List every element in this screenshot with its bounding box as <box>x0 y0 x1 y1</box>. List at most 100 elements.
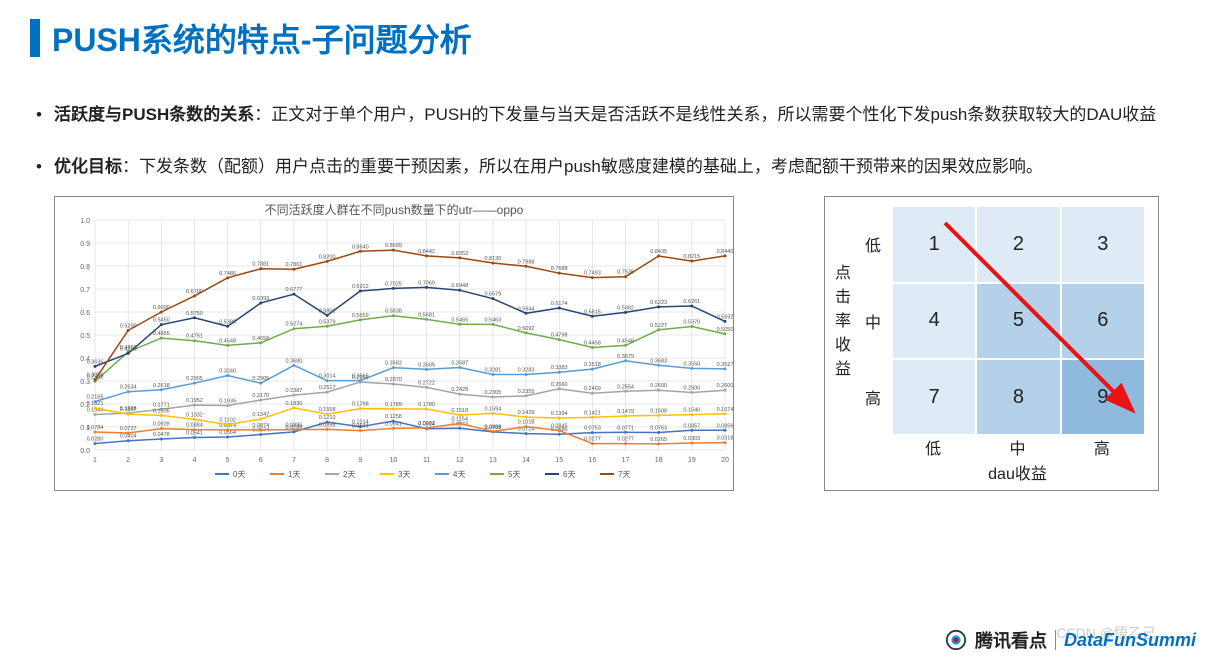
svg-text:0.5370: 0.5370 <box>683 320 700 326</box>
svg-text:0.8442: 0.8442 <box>418 249 435 255</box>
svg-text:0.3527: 0.3527 <box>717 362 734 368</box>
svg-text:0.7535: 0.7535 <box>617 270 634 276</box>
svg-text:0.9: 0.9 <box>80 241 90 248</box>
matrix-cell: 2 <box>977 207 1059 281</box>
svg-text:0.1540: 0.1540 <box>683 408 700 414</box>
svg-text:0.0962: 0.0962 <box>418 421 435 427</box>
matrix-row-label: 低 <box>855 207 891 281</box>
svg-text:0.0898: 0.0898 <box>319 423 336 429</box>
svg-text:0.0874: 0.0874 <box>252 423 269 429</box>
svg-text:0.1594: 0.1594 <box>484 407 501 413</box>
svg-text:0.3550: 0.3550 <box>683 362 700 368</box>
line-chart-svg: 0.00.10.20.30.40.50.60.70.80.91.01234567… <box>55 215 735 490</box>
svg-text:0.5681: 0.5681 <box>418 313 435 319</box>
svg-text:0.1780: 0.1780 <box>418 402 435 408</box>
svg-text:0.6261: 0.6261 <box>683 299 700 305</box>
matrix-grid: 低123中456高789 <box>855 207 1144 434</box>
svg-text:0.2387: 0.2387 <box>286 388 303 394</box>
svg-text:0.4798: 0.4798 <box>551 333 568 339</box>
svg-text:2: 2 <box>126 457 130 464</box>
svg-text:18: 18 <box>655 457 663 464</box>
svg-text:0.0884: 0.0884 <box>186 423 203 429</box>
svg-text:0.1518: 0.1518 <box>451 408 468 414</box>
svg-text:0.1258: 0.1258 <box>385 414 402 420</box>
svg-text:10: 10 <box>390 457 398 464</box>
svg-text:0.5463: 0.5463 <box>484 318 501 324</box>
svg-text:15: 15 <box>555 457 563 464</box>
svg-text:0.7069: 0.7069 <box>418 281 435 287</box>
svg-text:0.2600: 0.2600 <box>717 383 734 389</box>
svg-text:0.0737: 0.0737 <box>120 426 137 432</box>
svg-text:4天: 4天 <box>453 470 465 479</box>
svg-text:0.3015: 0.3015 <box>352 374 369 380</box>
svg-text:0.3240: 0.3240 <box>219 369 236 375</box>
svg-text:6: 6 <box>259 457 263 464</box>
svg-text:0.0: 0.0 <box>80 448 90 455</box>
svg-text:0.1421: 0.1421 <box>584 411 601 417</box>
svg-text:7天: 7天 <box>618 470 630 479</box>
svg-text:0.5200: 0.5200 <box>120 324 137 330</box>
svg-text:4: 4 <box>193 457 197 464</box>
svg-text:0.0857: 0.0857 <box>683 423 700 429</box>
svg-text:0.6777: 0.6777 <box>286 287 303 293</box>
svg-text:0.5050: 0.5050 <box>717 327 734 333</box>
matrix-cell: 7 <box>893 360 975 434</box>
matrix-cell: 8 <box>977 360 1059 434</box>
svg-text:0.3505: 0.3505 <box>418 363 435 369</box>
svg-text:0.3587: 0.3587 <box>451 361 468 367</box>
svg-text:3天: 3天 <box>398 470 410 479</box>
svg-text:0.7988: 0.7988 <box>518 259 535 265</box>
svg-text:0.4658: 0.4658 <box>252 336 269 342</box>
svg-text:0.1102: 0.1102 <box>219 418 235 424</box>
svg-text:0.8640: 0.8640 <box>352 244 369 250</box>
matrix-col-label: 高 <box>1060 434 1144 460</box>
svg-text:0.4548: 0.4548 <box>617 339 634 345</box>
svg-text:0.5379: 0.5379 <box>319 319 336 325</box>
matrix-row-label: 中 <box>855 284 891 358</box>
svg-text:0.8352: 0.8352 <box>451 251 468 257</box>
svg-text:0.3014: 0.3014 <box>319 374 336 380</box>
matrix-cell: 6 <box>1062 284 1144 358</box>
svg-text:0.1347: 0.1347 <box>252 412 269 418</box>
svg-text:0.6000: 0.6000 <box>153 305 170 311</box>
svg-text:0.2305: 0.2305 <box>484 390 501 396</box>
matrix-col-label: 中 <box>975 434 1059 460</box>
svg-text:0.2355: 0.2355 <box>518 389 535 395</box>
svg-text:0.1935: 0.1935 <box>219 399 236 405</box>
svg-text:0.2170: 0.2170 <box>252 393 269 399</box>
matrix-cell: 3 <box>1062 207 1144 281</box>
svg-text:0.5: 0.5 <box>80 333 90 340</box>
svg-text:0.3680: 0.3680 <box>286 359 303 365</box>
svg-text:0.1557: 0.1557 <box>120 407 137 413</box>
svg-text:0.1394: 0.1394 <box>551 411 568 417</box>
matrix-cell: 4 <box>893 284 975 358</box>
svg-text:0.0280: 0.0280 <box>87 437 104 443</box>
svg-text:0.0318: 0.0318 <box>717 436 734 442</box>
footer-partner: DataFunSummi <box>1064 630 1196 651</box>
svg-text:0.0771: 0.0771 <box>617 425 634 431</box>
svg-text:0.4548: 0.4548 <box>219 339 236 345</box>
svg-text:0.6223: 0.6223 <box>650 300 667 306</box>
line-chart: 不同活跃度人群在不同push数量下的utr——oppo 0.00.10.20.3… <box>54 196 734 491</box>
svg-text:0.8: 0.8 <box>80 264 90 271</box>
svg-text:0.8435: 0.8435 <box>650 249 667 255</box>
svg-text:0.3283: 0.3283 <box>518 368 535 374</box>
svg-text:0.5380: 0.5380 <box>219 319 236 325</box>
svg-text:0.3879: 0.3879 <box>617 354 634 360</box>
svg-text:0.1789: 0.1789 <box>385 402 402 408</box>
svg-text:0.5465: 0.5465 <box>451 317 468 323</box>
matrix-xlabels: 低中高 <box>855 434 1144 460</box>
svg-text:0.2428: 0.2428 <box>451 387 468 393</box>
svg-text:0.1798: 0.1798 <box>352 402 369 408</box>
svg-text:17: 17 <box>622 457 630 464</box>
svg-text:0.2660: 0.2660 <box>551 382 568 388</box>
svg-text:0.4200: 0.4200 <box>120 347 137 353</box>
svg-text:0.0277: 0.0277 <box>617 437 634 443</box>
svg-text:1.0: 1.0 <box>80 218 90 225</box>
svg-text:0.2534: 0.2534 <box>120 385 137 391</box>
footer-divider <box>1055 630 1056 650</box>
svg-text:19: 19 <box>688 457 696 464</box>
slide-title: PUSH系统的特点-子问题分析 <box>52 15 472 61</box>
svg-text:0.6948: 0.6948 <box>451 283 468 289</box>
svg-text:8: 8 <box>325 457 329 464</box>
